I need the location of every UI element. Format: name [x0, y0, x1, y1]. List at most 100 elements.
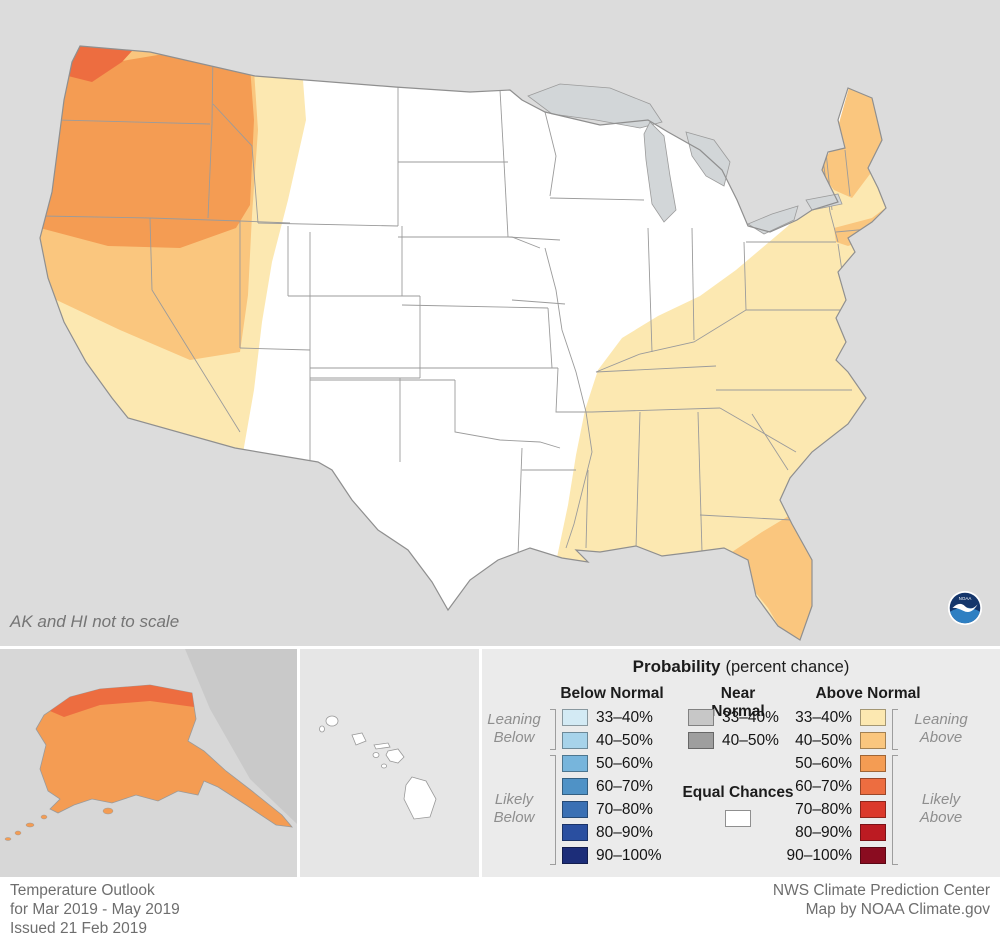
conus-map-svg [0, 0, 1000, 646]
legend-range-label: 60–70% [795, 777, 852, 795]
legend-swatch [860, 755, 886, 772]
noaa-logo-icon: NOAA [947, 590, 983, 626]
legend-range-label: 70–80% [795, 800, 852, 818]
legend-swatch [688, 709, 714, 726]
footer-line: Temperature Outlook [10, 882, 155, 899]
region-northwest-likely-above-50-60 [40, 46, 254, 248]
legend-swatch [562, 824, 588, 841]
legend-swatch [562, 778, 588, 795]
legend-swatch [860, 778, 886, 795]
aleutian-islands [4, 807, 114, 841]
legend-title-suffix: (percent chance) [725, 658, 850, 676]
noaa-logo: NOAA [947, 590, 983, 626]
legend-range-label: 60–70% [596, 777, 653, 795]
lake-superior [527, 83, 663, 129]
legend-row: 33–40% [688, 709, 779, 726]
legend-row: 70–80% [562, 801, 662, 818]
legend-row: 90–100% [786, 847, 886, 864]
likely-above-bracket [892, 755, 898, 865]
legend-swatch [860, 801, 886, 818]
legend-panel: Probability (percent chance) Below Normal… [482, 649, 1000, 877]
hawaii-inset [300, 649, 479, 877]
hawaii-inset-svg [300, 649, 479, 877]
us-outline [39, 45, 887, 641]
legend-swatch [860, 709, 886, 726]
leaning-below-label: Leaning Below [487, 710, 541, 746]
legend-row: 80–90% [786, 824, 886, 841]
canada-landmass [185, 649, 297, 824]
legend-swatch [562, 801, 588, 818]
lake-erie [747, 205, 799, 235]
equal-chances-swatch [725, 810, 751, 827]
hawaiian-islands [319, 715, 437, 820]
legend-row: 33–40% [562, 709, 662, 726]
legend-swatch [562, 709, 588, 726]
legend-range-label: 50–60% [795, 754, 852, 772]
hawaii-sea [300, 649, 479, 877]
footer: Temperature Outlook for Mar 2019 - May 2… [0, 877, 1000, 938]
legend-swatch [860, 847, 886, 864]
near-normal-column: 33–40% 40–50% [688, 709, 779, 749]
legend-row: 50–60% [562, 755, 662, 772]
footer-line: NWS Climate Prediction Center [772, 882, 990, 899]
legend-range-label: 90–100% [596, 846, 662, 864]
legend-row: 33–40% [786, 709, 886, 726]
legend-range-label: 80–90% [795, 823, 852, 841]
legend-row: 70–80% [786, 801, 886, 818]
scale-note: AK and HI not to scale [10, 612, 180, 631]
legend-swatch [688, 732, 714, 749]
legend-row: 80–90% [562, 824, 662, 841]
footer-credit-block: NWS Climate Prediction Center Map by NOA… [773, 881, 990, 919]
legend-row: 40–50% [562, 732, 662, 749]
footer-line: for Mar 2019 - May 2019 [10, 901, 180, 918]
legend-swatch [562, 732, 588, 749]
alaska-body-50-60 [35, 684, 293, 828]
below-normal-header: Below Normal [560, 685, 664, 702]
legend-range-label: 33–40% [722, 708, 779, 726]
leaning-below-bracket [550, 709, 556, 750]
lake-ontario [805, 193, 843, 211]
equal-chances-label: Equal Chances [682, 784, 794, 801]
leaning-above-label: Leaning Above [914, 710, 968, 746]
region-florida-leaning-above-40-50 [726, 514, 820, 640]
legend-title-bold: Probability [632, 657, 721, 676]
above-normal-header: Above Normal [815, 685, 921, 702]
legend-range-label: 80–90% [596, 823, 653, 841]
legend-row: 90–100% [562, 847, 662, 864]
near-normal-header: Near Normal [711, 685, 765, 720]
legend-row: 40–50% [688, 732, 779, 749]
legend-row: 40–50% [786, 732, 886, 749]
likely-below-label: Likely Below [493, 791, 535, 826]
legend-range-label: 40–50% [795, 731, 852, 749]
likely-below-bracket [550, 755, 556, 865]
footer-line: Map by NOAA Climate.gov [805, 901, 990, 918]
legend-range-label: 50–60% [596, 754, 653, 772]
legend-range-label: 40–50% [722, 731, 779, 749]
legend-swatch [562, 755, 588, 772]
legend-row: 50–60% [786, 755, 886, 772]
legend-range-label: 90–100% [786, 846, 852, 864]
svg-text:NOAA: NOAA [959, 596, 972, 601]
legend-range-label: 33–40% [596, 708, 653, 726]
conus-map [0, 0, 1000, 646]
lake-michigan [643, 121, 677, 223]
equal-chances-block: Equal Chances [682, 783, 794, 827]
legend-swatch [860, 824, 886, 841]
legend-row: 60–70% [562, 778, 662, 795]
likely-above-label: Likely Above [919, 791, 963, 826]
alaska-inset-svg [0, 649, 297, 877]
alaska-inset [0, 649, 297, 877]
legend-range-label: 33–40% [795, 708, 852, 726]
alaska-north-band-60-70 [50, 685, 194, 717]
above-normal-column: 33–40% 40–50% 50–60% 60–70% 70–80% 80–90… [786, 709, 886, 864]
legend-range-label: 40–50% [596, 731, 653, 749]
legend-swatch [860, 732, 886, 749]
legend-range-label: 70–80% [596, 800, 653, 818]
footer-line: Issued 21 Feb 2019 [10, 920, 148, 937]
legend-row: 60–70% [786, 778, 886, 795]
legend-swatch [562, 847, 588, 864]
lake-huron [685, 131, 731, 187]
legend-title: Probability (percent chance) [482, 657, 1000, 677]
leaning-above-bracket [892, 709, 898, 750]
